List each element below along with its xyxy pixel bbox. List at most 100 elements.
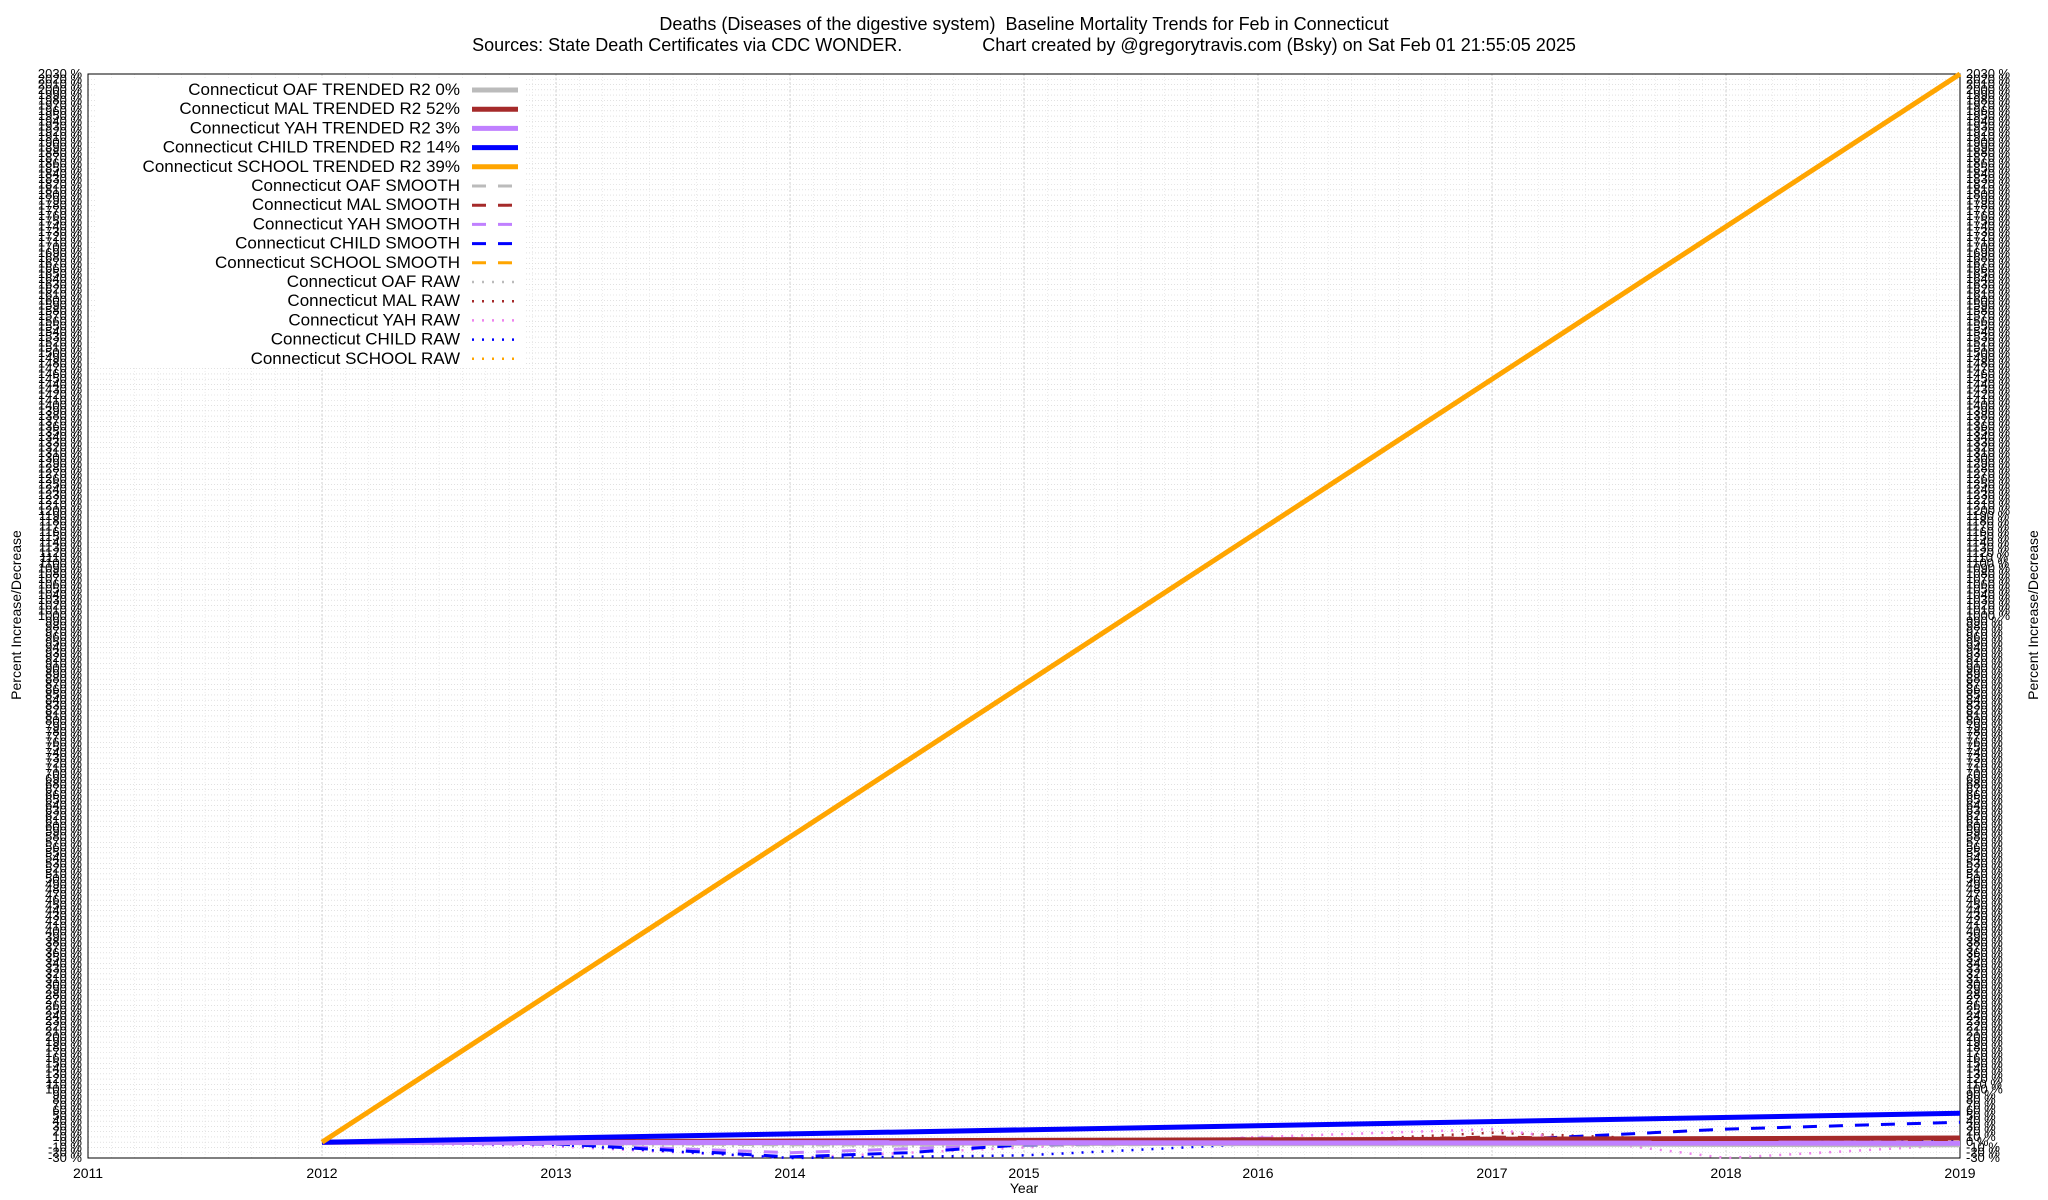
y-tick-label: 890 % — [45, 666, 82, 681]
y2-tick-label: 50 % — [1966, 1108, 1996, 1123]
y-tick-label: 1710 % — [38, 234, 83, 249]
y2-tick-label: 1940 % — [1966, 113, 2011, 128]
legend-label: Connecticut OAF TRENDED R2 0% — [188, 80, 460, 99]
y-tick-label: 1280 % — [38, 461, 83, 476]
x-tick-label: 2013 — [540, 1165, 571, 1181]
y-tick-label: -30 % — [48, 1150, 82, 1165]
y-tick-label: 760 % — [45, 734, 82, 749]
y2-tick-label: 1120 % — [1966, 545, 2010, 560]
y2-tick-label: 1830 % — [1966, 171, 2011, 186]
y-tick-label: 1950 % — [38, 108, 83, 123]
y2-tick-label: 1340 % — [1966, 429, 2011, 444]
x-tick-label: 2016 — [1242, 1165, 1273, 1181]
y-tick-label: 1090 % — [38, 561, 83, 576]
y-tick-label: 1450 % — [38, 371, 83, 386]
legend-label: Connecticut MAL SMOOTH — [252, 195, 460, 214]
y-tick-label: 1720 % — [38, 229, 83, 244]
y-tick-label: 1110 % — [40, 550, 83, 565]
y-tick-label: 1030 % — [38, 592, 83, 607]
y-tick-label: 1990 % — [38, 87, 83, 102]
y2-tick-label: 550 % — [1966, 845, 2003, 860]
y2-tick-label: 1620 % — [1966, 282, 2011, 297]
y2-tick-label: 1150 % — [1966, 529, 2010, 544]
y-tick-label: 1940 % — [38, 113, 83, 128]
y-tick-label: 880 % — [45, 671, 82, 686]
y-tick-label: 620 % — [45, 808, 82, 823]
y2-tick-label: 1960 % — [1966, 103, 2011, 118]
y2-tick-label: 1870 % — [1966, 150, 2011, 165]
y2-tick-label: 170 % — [1966, 1045, 2003, 1060]
y-tick-label: 40 % — [52, 1113, 82, 1128]
y2-tick-label: 1260 % — [1966, 471, 2011, 486]
y2-tick-label: 1880 % — [1966, 145, 2011, 160]
y2-tick-label: 390 % — [1966, 929, 2003, 944]
y2-tick-label: 680 % — [1966, 776, 2003, 791]
y2-tick-label: 820 % — [1966, 703, 2003, 718]
y-tick-label: 330 % — [45, 961, 82, 976]
y2-tick-label: 730 % — [1966, 750, 2003, 765]
y-tick-label: 1520 % — [38, 334, 83, 349]
y2-tick-label: 1250 % — [1966, 476, 2011, 491]
y-tick-label: 1470 % — [38, 361, 83, 376]
y2-tick-label: 530 % — [1966, 855, 2003, 870]
x-tick-label: 2018 — [1710, 1165, 1741, 1181]
y2-tick-label: 1630 % — [1966, 276, 2011, 291]
y-tick-label: 1010 % — [38, 603, 83, 618]
y-tick-label: 1890 % — [38, 140, 83, 155]
legend-label: Connecticut SCHOOL TRENDED R2 39% — [143, 157, 460, 176]
y-tick-label: 300 % — [45, 976, 82, 991]
y-tick-label: 770 % — [45, 729, 82, 744]
y2-tick-label: 1540 % — [1966, 324, 2011, 339]
y-tick-label: 2010 % — [38, 77, 83, 92]
y-tick-label: 1660 % — [38, 261, 83, 276]
y-tick-label: 1070 % — [38, 571, 83, 586]
y2-tick-label: 510 % — [1966, 866, 2003, 881]
y-tick-label: 820 % — [45, 703, 82, 718]
y-tick-label: 1820 % — [38, 177, 83, 192]
y2-tick-label: 780 % — [1966, 724, 2003, 739]
y2-tick-label: 830 % — [1966, 697, 2003, 712]
y2-tick-label: 600 % — [1966, 818, 2003, 833]
y2-tick-label: 1430 % — [1966, 382, 2011, 397]
y-tick-label: 2020 % — [38, 71, 83, 86]
y2-tick-label: 220 % — [1966, 1018, 2003, 1033]
y2-tick-label: 1140 % — [1966, 534, 2010, 549]
y-tick-label: 1760 % — [38, 208, 83, 223]
y-tick-label: 1870 % — [38, 150, 83, 165]
y2-tick-label: 90 % — [1966, 1087, 1996, 1102]
y-tick-label: 1440 % — [38, 376, 83, 391]
y2-tick-label: 610 % — [1966, 813, 2003, 828]
series-line-child-trended — [321, 1110, 1961, 1145]
y2-tick-label: 400 % — [1966, 924, 2003, 939]
y2-tick-label: 110 % — [1966, 1076, 2002, 1091]
y-tick-label: 1670 % — [38, 255, 83, 270]
chart-title: Deaths (Diseases of the digestive system… — [659, 14, 1389, 34]
legend-label: Connecticut YAH RAW — [288, 310, 460, 329]
y2-tick-label: 1560 % — [1966, 313, 2011, 328]
y2-tick-label: 860 % — [1966, 682, 2003, 697]
y2-tick-label: 1230 % — [1966, 487, 2011, 502]
y2-tick-label: 310 % — [1966, 971, 2003, 986]
legend-label: Connecticut OAF RAW — [287, 272, 460, 291]
y2-tick-label: 690 % — [1966, 771, 2003, 786]
y2-tick-label: 1180 % — [1966, 513, 2010, 528]
y-tick-label: 1060 % — [38, 576, 83, 591]
y2-tick-label: 1610 % — [1966, 287, 2011, 302]
y2-tick-label: 1590 % — [1966, 298, 2011, 313]
y2-tick-label: 760 % — [1966, 734, 2003, 749]
y2-tick-label: 320 % — [1966, 966, 2003, 981]
y-tick-label: 90 % — [52, 1087, 82, 1102]
y-tick-label: 1200 % — [38, 503, 83, 518]
y-tick-label: 650 % — [45, 792, 82, 807]
y2-tick-label: 1780 % — [1966, 198, 2011, 213]
y-tick-label: 1640 % — [38, 271, 83, 286]
y2-tick-label: 1160 % — [1966, 524, 2010, 539]
y2-tick-label: 770 % — [1966, 729, 2003, 744]
y-tick-label: 1840 % — [38, 166, 83, 181]
y-tick-label: 1370 % — [38, 413, 83, 428]
y-tick-label: 1340 % — [38, 429, 83, 444]
y-tick-label: 710 % — [45, 761, 82, 776]
y-tick-label: 1140 % — [39, 534, 83, 549]
y2-tick-label: 100 % — [1966, 1082, 2003, 1097]
legend-label: Connecticut OAF SMOOTH — [251, 176, 460, 195]
